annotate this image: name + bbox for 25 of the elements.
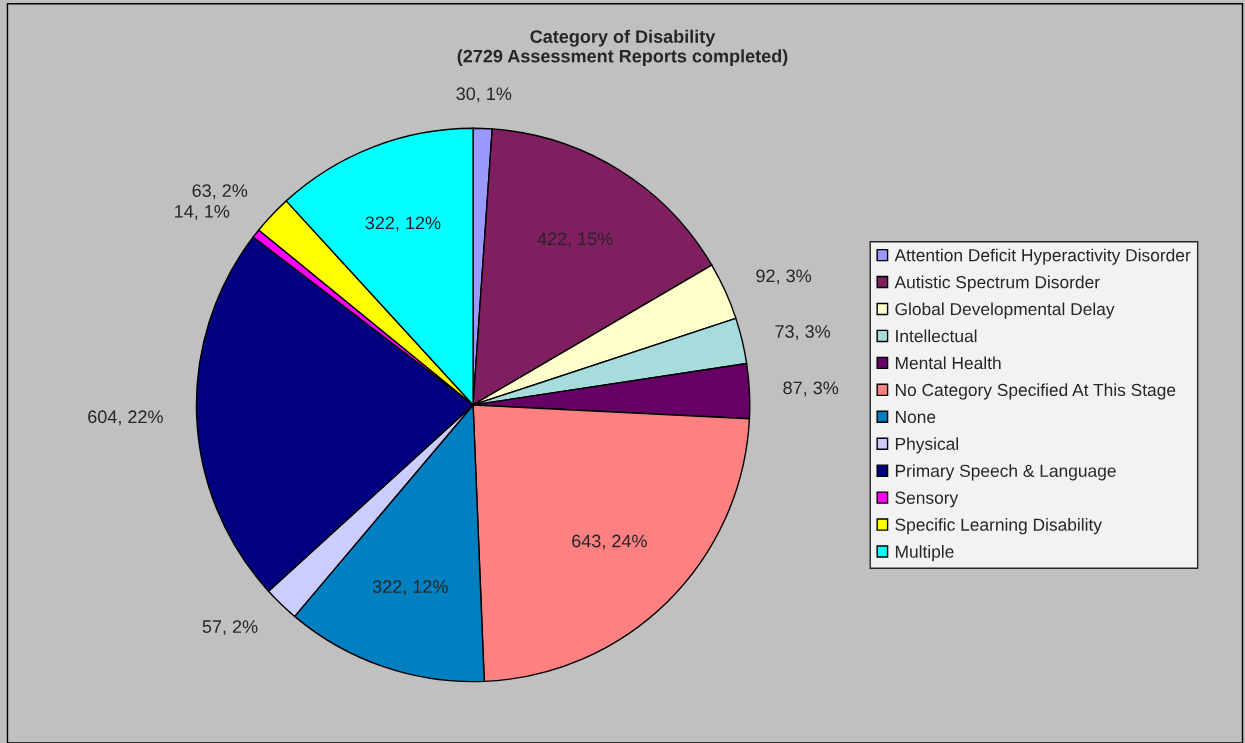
data-label: 322, 12% [365,216,441,232]
legend-label: Attention Deficit Hyperactivity Disorder [894,248,1191,265]
data-label: 63, 2% [192,184,248,200]
legend-label: No Category Specified At This Stage [895,383,1176,400]
data-label: 87, 3% [783,381,839,397]
legend-label: Sensory [895,491,959,508]
legend-label: None [895,410,936,424]
legend-label: Specific Learning Disability [895,518,1102,535]
legend-label: Physical [895,437,959,454]
legend-label: Autistic Spectrum Disorder [894,275,1100,292]
legend-label: Primary Speech & Language [895,464,1116,481]
data-label: 422, 15% [537,232,613,248]
data-label: 643, 24% [572,534,647,550]
data-label: 604, 22% [88,410,163,426]
legend-label: Global Developmental Delay [895,302,1115,319]
legend-label: Mental Health [895,356,1001,370]
data-label: 30, 1% [456,87,512,103]
chart-title: Category of Disability (2729 Assessment Reports completed) [457,29,788,67]
data-label: 57, 2% [202,620,258,636]
legend-label: Multiple [895,545,954,562]
data-label: 14, 1% [175,205,230,220]
legend-label: Intellectual [896,329,977,343]
data-label: 92, 3% [756,269,812,285]
data-label: 73, 3% [775,325,831,340]
data-label: 322, 12% [372,580,448,596]
